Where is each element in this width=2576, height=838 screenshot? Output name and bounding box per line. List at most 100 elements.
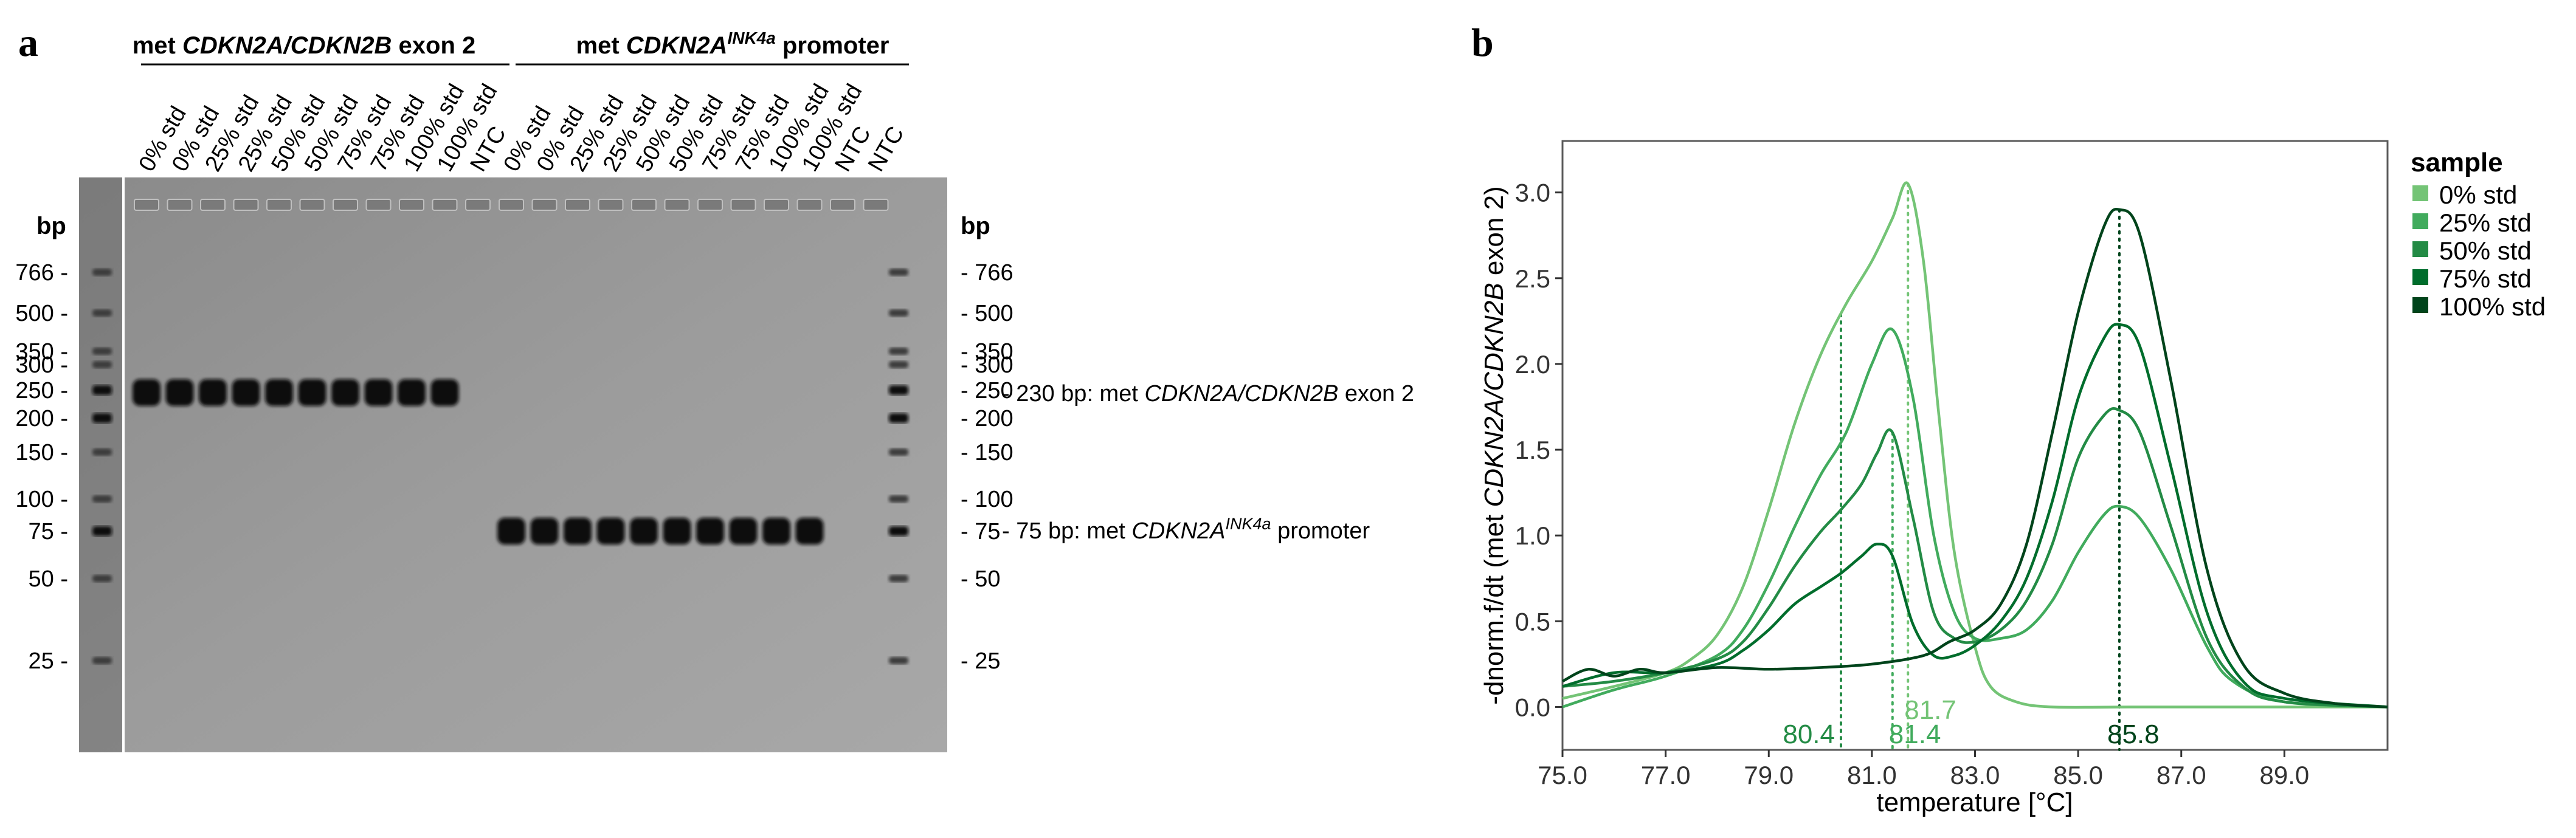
legend-entry: 25% std — [2439, 208, 2532, 237]
gel-band — [398, 379, 426, 406]
ladder-size-left: 200 - — [15, 406, 68, 431]
ladder-size-labels: 766 - - 766 500 - - 500 350 - - 350 300 - - 300… — [15, 260, 1013, 674]
y-tick-label: 0.0 — [1515, 693, 1550, 721]
ladder-size-right: - 350 — [961, 339, 1013, 365]
ladder-band — [92, 348, 112, 355]
gel-well — [764, 199, 789, 211]
ladder-band — [889, 361, 908, 368]
ladder-band — [889, 269, 908, 276]
ladder-band — [92, 361, 112, 368]
gel-bands — [133, 379, 824, 544]
peak-label: 80.4 — [1783, 720, 1835, 749]
gel-band — [795, 518, 824, 544]
ladder-size-left: 300 - — [15, 352, 68, 378]
legend-entry: 75% std — [2439, 264, 2532, 293]
bp-label-left: bp — [36, 213, 66, 239]
ladder-band — [889, 448, 908, 456]
y-tick-label: 2.0 — [1515, 350, 1550, 379]
series-line — [1562, 181, 2388, 709]
ladder-size-right: - 100 — [961, 487, 1013, 512]
ladder-size-right: - 500 — [961, 301, 1013, 326]
legend-swatch — [2412, 241, 2428, 257]
gel-well — [233, 199, 259, 211]
ladder-band — [92, 385, 112, 395]
ladder-band — [92, 269, 112, 276]
gel-well — [432, 199, 458, 211]
ladder-band — [92, 413, 112, 423]
gel-band — [165, 379, 194, 406]
x-tick-label: 83.0 — [1950, 761, 2000, 789]
gel-band — [430, 379, 459, 406]
gel-band — [497, 518, 525, 544]
ladder-size-left: 350 - — [15, 339, 68, 365]
peak-label: 81.4 — [1889, 720, 1941, 749]
bp-label-right: bp — [961, 213, 990, 239]
peak-lines — [1839, 182, 2121, 751]
gel-band — [729, 518, 758, 544]
x-tick-label: 81.0 — [1847, 761, 1897, 789]
legend-title: sample — [2411, 148, 2503, 177]
ladder-size-right: - 250 — [961, 378, 1013, 404]
group2-title: met CDKN2AINK4a promoter — [576, 29, 889, 59]
legend-entry: 0% std — [2439, 180, 2517, 209]
gel-ladders — [92, 269, 908, 664]
gel-band — [564, 518, 592, 544]
ladder-band — [889, 575, 908, 582]
x-tick-label: 89.0 — [2260, 761, 2310, 789]
peak-labels: 80.4 81.481.7 85.8 — [1783, 695, 2159, 749]
gel-well — [565, 199, 590, 211]
ladder-size-left: 500 - — [15, 301, 68, 326]
ladder-band — [92, 309, 112, 317]
gel-left-edge — [79, 177, 123, 752]
lane-label: NTC — [863, 122, 909, 176]
legend-swatch — [2412, 185, 2428, 201]
series-line — [1562, 327, 2388, 709]
gel-well — [598, 199, 624, 211]
ladder-size-right: - 150 — [961, 440, 1013, 465]
gel-band — [596, 518, 625, 544]
gel-well — [365, 199, 392, 211]
series-line — [1561, 208, 2388, 709]
gel-well — [299, 199, 325, 211]
gel-image — [79, 177, 947, 752]
gel-band — [364, 379, 393, 406]
ladder-size-left: 766 - — [15, 260, 68, 286]
ladder-band — [92, 495, 112, 503]
ladder-size-left: 250 - — [15, 378, 68, 404]
gel-well — [465, 199, 491, 211]
y-tick-label: 2.5 — [1515, 264, 1550, 293]
x-tick-label: 87.0 — [2156, 761, 2206, 789]
x-tick-label: 79.0 — [1744, 761, 1794, 789]
gel-well — [531, 199, 558, 211]
ladder-size-right: - 50 — [961, 566, 1000, 592]
ladder-size-left: 150 - — [15, 440, 68, 465]
gel-well — [499, 199, 524, 211]
annotation-75bp: - 75 bp: met CDKN2AINK4a promoter — [1002, 515, 1370, 544]
annotation-230bp: - 230 bp: met CDKN2A/CDKN2B exon 2 — [1002, 381, 1414, 407]
ladder-size-right: - 766 — [961, 260, 1013, 286]
y-axis: 0.0 0.5 1.0 1.5 2.0 2.5 3.0 — [1515, 179, 1563, 721]
ladder-band — [889, 413, 908, 423]
gel-well — [631, 199, 657, 211]
gel-band — [298, 379, 326, 406]
gel-well — [730, 199, 756, 211]
ladder-size-right: - 300 — [961, 352, 1013, 378]
ladder-size-left: 75 - — [29, 519, 68, 544]
gel-band — [530, 518, 559, 544]
gel-well — [697, 199, 723, 211]
gel-well — [266, 199, 292, 211]
gel-band — [331, 379, 359, 406]
ladder-band — [889, 385, 908, 395]
ladder-band — [889, 495, 908, 503]
gel-well — [796, 199, 823, 211]
ladder-size-right: - 25 — [961, 648, 1000, 674]
peak-label: 81.7 — [1904, 695, 1956, 725]
series-line — [1562, 323, 2388, 709]
panel-b-label: b — [1471, 21, 1494, 65]
panel-b-chart: b 80.4 81.481.7 85.8 0.0 0.5 1.0 1.5 2.0 2.5 3.0… — [1471, 21, 2546, 817]
ladder-band — [92, 526, 112, 536]
legend-swatch — [2412, 297, 2428, 313]
group1-title: met CDKN2A/CDKN2B exon 2 — [133, 32, 476, 59]
gel-well — [200, 199, 226, 211]
